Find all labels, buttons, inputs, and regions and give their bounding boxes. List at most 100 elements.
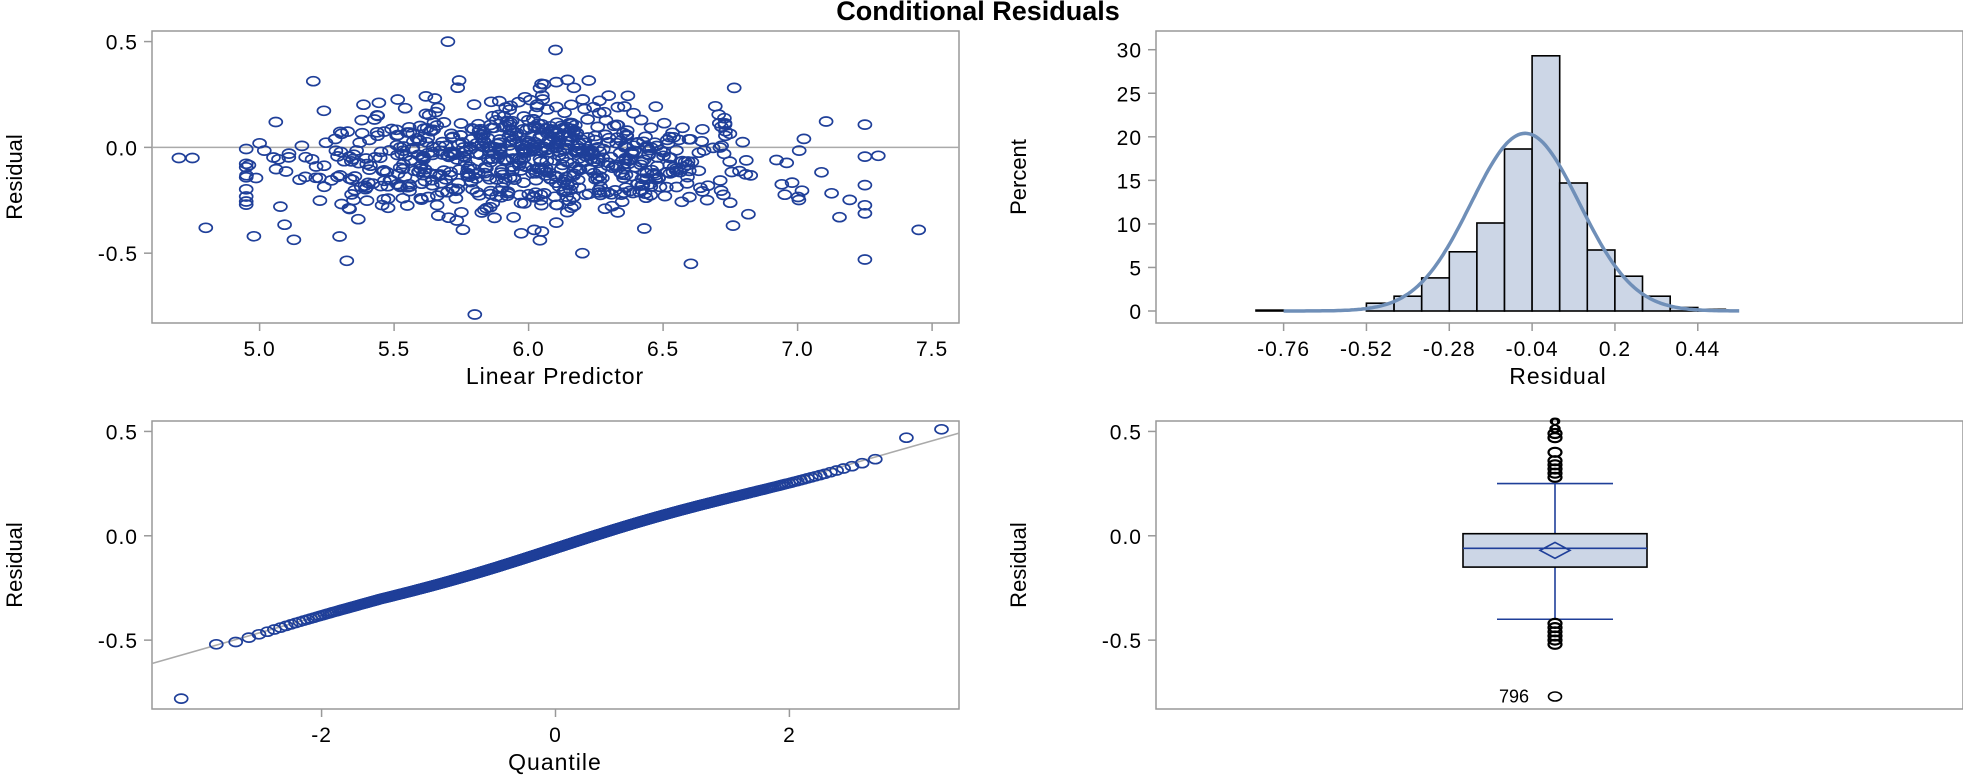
scatter-point [441,151,457,163]
scatter-point [424,179,440,191]
scatter-point [657,190,673,202]
scatter-point [420,191,436,203]
scatter-point [513,227,529,239]
qq-y-axis-label: Residual [2,522,27,608]
scatter-point [460,170,475,182]
scatter-point [503,130,519,142]
scatter-point [857,179,873,191]
scatter-point [443,166,458,178]
scatter-point [440,36,456,47]
scatter-point [390,94,406,105]
histogram-x-tick-label: -0.04 [1506,338,1559,361]
scatter-point [521,188,537,200]
scatter-point [578,151,594,162]
scatter-y-tick-label: -0.5 [98,243,138,266]
scatter-point [597,203,613,215]
scatter-point [610,207,626,218]
scatter-point [563,99,579,111]
scatter-point [485,110,501,122]
scatter-point [393,181,408,193]
scatter-point [482,141,498,153]
histogram-y-ticks: 0 5 10 15 20 25 30 [1117,40,1156,324]
scatter-point [532,234,548,246]
scatter-x-tick-label: 7.0 [781,338,813,361]
normal-curve-line [1283,131,1740,313]
scatter-x-tick-label: 6.0 [512,338,544,361]
scatter-point [491,95,507,107]
histogram-bar [1255,309,1285,312]
scatter-point [339,255,355,267]
scatter-point [171,152,187,164]
scatter-point [548,217,564,228]
scatter-point [238,199,254,210]
scatter-point [711,117,727,129]
histogram-y-tick-label: 25 [1117,83,1142,106]
scatter-point [445,131,461,143]
scatter-point [379,166,395,178]
boxplot-marks [1462,427,1648,702]
residual-vs-predictor-panel: Residual Linear Predictor 5.0 5.5 6.0 6.5 7.… [2,30,960,389]
scatter-point [634,184,650,196]
histogram-x-tick-label: -0.76 [1257,338,1310,361]
scatter-point [582,164,598,176]
histogram-bar [1476,222,1506,312]
scatter-x-ticks: 5.0 5.5 6.0 6.5 7.0 7.5 [243,323,947,361]
scatter-point [681,133,697,145]
scatter-point [617,140,633,152]
scatter-point [425,146,440,158]
scatter-point [487,212,502,224]
scatter-point [352,137,368,148]
scatter-point [373,180,389,192]
scatter-point [577,103,592,115]
scatter-plot-frame [151,30,960,324]
scatter-point [538,162,554,174]
scatter-point [425,149,440,161]
scatter-point [538,170,553,181]
scatter-point [718,130,733,142]
scatter-point [738,169,754,180]
scatter-point [453,130,469,141]
scatter-point [312,172,327,184]
scatter-point [726,82,742,94]
histogram-bar [1503,148,1533,312]
scatter-point [791,145,807,156]
scatter-point [652,181,668,193]
scatter-point [595,143,611,155]
scatter-point [342,173,358,185]
scatter-point [533,194,549,206]
histogram-y-tick-label: 0 [1129,301,1142,324]
scatter-point [561,195,577,207]
scatter-point [268,163,284,175]
scatter-point [448,185,464,197]
scatter-point [429,168,444,180]
histogram-bar [1448,251,1478,312]
scatter-point [870,150,886,162]
scatter-point [500,116,515,128]
scatter-point [695,123,710,135]
scatter-point [796,133,812,145]
scatter-point [489,191,504,202]
scatter-point [575,247,590,259]
scatter-x-tick-label: 6.5 [647,338,679,361]
scatter-point [637,167,652,178]
scatter-point [441,212,457,224]
scatter-point [498,102,514,113]
qq-point [829,465,844,476]
scatter-point [669,181,684,193]
scatter-point [238,158,254,170]
scatter-point [483,96,499,108]
outlier-point [1547,446,1563,458]
scatter-point [477,204,492,216]
scatter-point [238,171,254,183]
scatter-x-axis-label: Linear Predictor [466,363,644,389]
qq-points [173,423,949,704]
histogram-y-tick-label: 10 [1117,214,1142,237]
scatter-point [626,107,641,119]
scatter-point [662,168,678,179]
scatter-point [277,219,292,231]
scatter-point [669,144,684,156]
scatter-point [656,117,672,129]
scatter-point [426,124,441,136]
scatter-point [443,170,458,181]
scatter-x-tick-label: 5.0 [243,338,275,361]
